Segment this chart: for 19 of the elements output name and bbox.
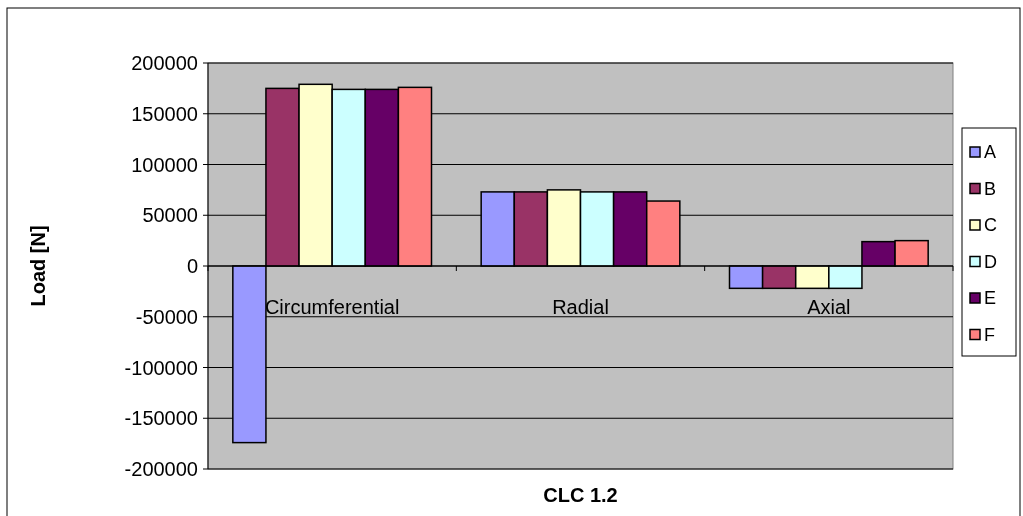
y-tick-label: 100000	[131, 153, 198, 176]
y-axis-title: Load [N]	[27, 225, 49, 307]
legend-label: D	[984, 251, 997, 272]
x-tick-label: Axial	[807, 296, 851, 318]
y-tick-label: 200000	[131, 52, 198, 74]
legend-label: A	[984, 142, 997, 163]
legend-label: B	[984, 178, 997, 199]
y-tick-label: -150000	[124, 407, 198, 430]
y-tick-label: 0	[186, 255, 198, 277]
y-tick-label: 150000	[131, 102, 198, 125]
y-tick-label: 50000	[142, 204, 198, 227]
y-tick-label: -50000	[135, 305, 198, 328]
x-tick-label: Radial	[552, 296, 609, 318]
x-axis-title: CLC 1.2	[543, 484, 618, 506]
y-tick-label: -200000	[124, 458, 198, 480]
legend-label: C	[984, 215, 997, 236]
legend-label: E	[984, 288, 997, 309]
legend-label: F	[984, 324, 995, 345]
y-tick-label: -100000	[124, 356, 198, 379]
